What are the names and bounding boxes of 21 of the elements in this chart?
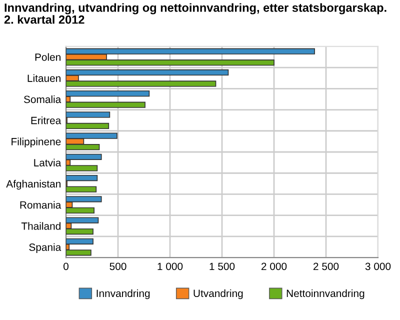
legend-label: Innvandring — [96, 289, 150, 300]
legend-label: Utvandring — [194, 289, 243, 300]
chart-title: Innvandring, utvandring og nettoinnvandring, etter statsborgarskap. 2. kvartal 2012 — [4, 3, 386, 24]
y-tick-label: Litauen — [28, 74, 60, 82]
y-tick-label: Eritrea — [31, 116, 62, 124]
x-tick-label: 500 — [110, 262, 126, 270]
x-tick-label: 2 000 — [261, 262, 287, 270]
x-tick-label: 3 000 — [365, 262, 391, 270]
y-tick-label: Filippinene — [12, 138, 61, 148]
y-tick-label: Polen — [35, 53, 60, 61]
x-tick-label: 0 — [64, 262, 68, 270]
legend-label: Nettoinnvandring — [286, 289, 364, 300]
y-tick-label: Latvia — [34, 158, 62, 166]
y-tick-label: Thailand — [21, 222, 60, 230]
y-tick-label: Spania — [29, 243, 62, 253]
x-tick-label: 2 500 — [313, 262, 339, 270]
y-tick-label: Romania — [20, 201, 62, 209]
x-tick-label: 1 500 — [210, 262, 235, 270]
y-tick-label: Somalia — [24, 95, 62, 104]
x-tick-label: 1 000 — [158, 262, 183, 270]
y-tick-label: Afghanistan — [6, 180, 60, 190]
